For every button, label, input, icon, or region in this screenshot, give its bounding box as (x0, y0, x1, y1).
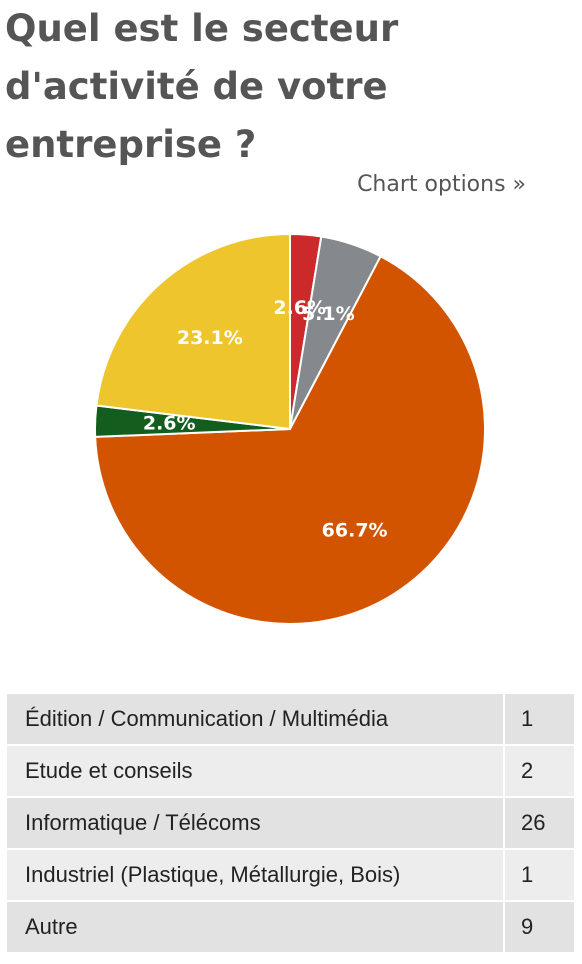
table-row: Informatique / Télécoms 26 (5, 796, 576, 850)
slice-percent-label: 2.6% (143, 413, 196, 435)
pie-chart: 2.6%5.1%66.7%2.6%23.1% (94, 232, 486, 626)
slice-percent-label: 5.1% (302, 303, 355, 325)
category-cell: Autre (5, 900, 505, 954)
count-cell: 1 (503, 692, 576, 746)
category-cell: Industriel (Plastique, Métallurgie, Bois… (5, 848, 505, 902)
table-row: Etude et conseils 2 (5, 744, 576, 798)
slice-percent-label: 66.7% (322, 520, 388, 542)
category-cell: Informatique / Télécoms (5, 796, 505, 850)
pie-labels: 2.6%5.1%66.7%2.6%23.1% (143, 297, 388, 542)
count-cell: 1 (503, 848, 576, 902)
count-cell: 9 (503, 900, 576, 954)
chart-options-link[interactable]: Chart options » (357, 172, 526, 197)
category-cell: Édition / Communication / Multimédia (5, 692, 505, 746)
count-cell: 2 (503, 744, 576, 798)
pie-slice[interactable] (95, 232, 291, 431)
pie-slices (94, 232, 486, 626)
count-cell: 26 (503, 796, 576, 850)
pie-slice[interactable] (94, 254, 486, 626)
question-title: Quel est le secteur d'activité de votre … (5, 7, 399, 166)
table-row: Industriel (Plastique, Métallurgie, Bois… (5, 848, 576, 902)
results-table: Édition / Communication / Multimédia 1 E… (5, 692, 576, 954)
slice-percent-label: 23.1% (177, 327, 243, 349)
table-row: Édition / Communication / Multimédia 1 (5, 692, 576, 746)
slice-percent-label: 2.6% (273, 297, 326, 319)
category-cell: Etude et conseils (5, 744, 505, 798)
table-row: Autre 9 (5, 900, 576, 954)
